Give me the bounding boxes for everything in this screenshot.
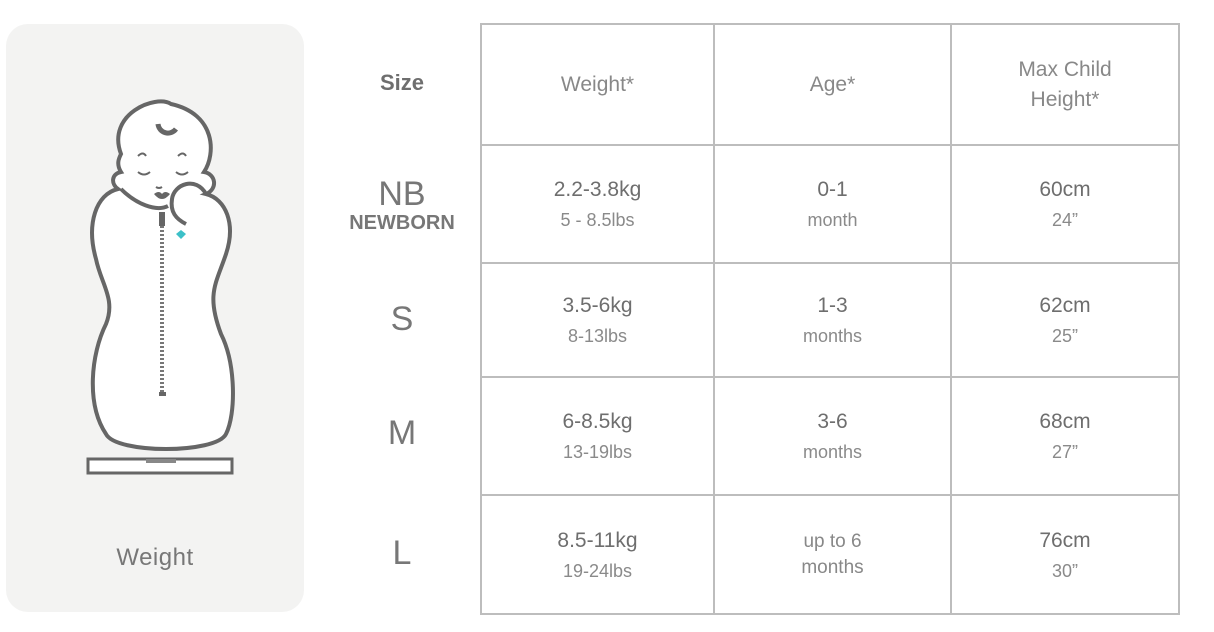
weight-cell: 2.2-3.8kg 5 - 8.5lbs	[480, 144, 715, 264]
height-in: 24”	[1051, 210, 1078, 230]
size-label-nb: NB NEWBORN	[330, 175, 474, 235]
age-range: 3-6	[817, 410, 848, 433]
weight-lbs: 5 - 8.5lbs	[560, 210, 635, 230]
size-label-m: M	[330, 414, 474, 453]
age-unit: month	[807, 210, 858, 230]
table-row: 3.5-6kg 8-13lbs 1-3 months 62cm 25”	[480, 262, 1180, 378]
height-cell: 60cm 24”	[950, 144, 1180, 264]
weight-kg: 8.5-11kg	[557, 528, 638, 552]
size-code: NB	[378, 175, 426, 213]
size-code: M	[387, 414, 417, 452]
size-label-l: L	[330, 534, 474, 573]
size-subtitle: NEWBORN	[349, 212, 455, 234]
height-cell: 76cm 30”	[950, 494, 1180, 615]
age-cell: up to 6 months	[713, 494, 952, 615]
height-cell: 68cm 27”	[950, 376, 1180, 496]
age-range: 1-3	[817, 294, 848, 317]
height-in: 27”	[1051, 442, 1078, 462]
age-cell: 3-6 months	[713, 376, 952, 496]
age-unit: months	[802, 442, 863, 462]
table-row: 6-8.5kg 13-19lbs 3-6 months 68cm 27”	[480, 376, 1180, 496]
height-cm: 60cm	[1039, 178, 1091, 201]
size-code: L	[392, 534, 412, 572]
height-in: 25”	[1051, 326, 1078, 346]
header-age: Age*	[713, 23, 952, 146]
age-unit: up to 6 months	[801, 530, 864, 578]
weight-cell: 3.5-6kg 8-13lbs	[480, 262, 715, 378]
weight-kg: 3.5-6kg	[562, 294, 633, 317]
swaddled-baby-on-scale-icon	[86, 99, 235, 475]
card-label: Weight	[116, 544, 194, 571]
height-cm: 76cm	[1039, 528, 1091, 552]
weight-kg: 2.2-3.8kg	[553, 178, 642, 201]
table-row: 2.2-3.8kg 5 - 8.5lbs 0-1 month 60cm 24”	[480, 144, 1180, 264]
header-height: Max Child Height*	[950, 23, 1180, 146]
header-height-text: Max Child Height*	[1018, 57, 1112, 111]
age-cell: 0-1 month	[713, 144, 952, 264]
height-cm: 62cm	[1039, 294, 1091, 317]
weight-cell: 8.5-11kg 19-24lbs	[480, 494, 715, 615]
weight-lbs: 19-24lbs	[562, 560, 633, 581]
height-in: 30”	[1051, 560, 1078, 581]
weight-cell: 6-8.5kg 13-19lbs	[480, 376, 715, 496]
height-cell: 62cm 25”	[950, 262, 1180, 378]
weight-lbs: 8-13lbs	[567, 326, 628, 346]
age-cell: 1-3 months	[713, 262, 952, 378]
size-code: S	[390, 300, 414, 338]
size-label-s: S	[330, 300, 474, 339]
size-header: Size	[379, 70, 425, 95]
weight-lbs: 13-19lbs	[562, 442, 633, 462]
table-row: 8.5-11kg 19-24lbs up to 6 months 76cm 30”	[480, 494, 1180, 615]
weight-card: Weight	[6, 24, 304, 612]
header-row: Weight* Age* Max Child Height*	[480, 23, 1180, 146]
age-range: 0-1	[817, 178, 848, 201]
height-cm: 68cm	[1039, 410, 1091, 433]
age-unit: months	[802, 326, 863, 346]
header-weight: Weight*	[480, 23, 715, 146]
size-chart-table: Weight* Age* Max Child Height* 2.2-3.8kg…	[480, 23, 1180, 615]
weight-kg: 6-8.5kg	[562, 410, 633, 433]
